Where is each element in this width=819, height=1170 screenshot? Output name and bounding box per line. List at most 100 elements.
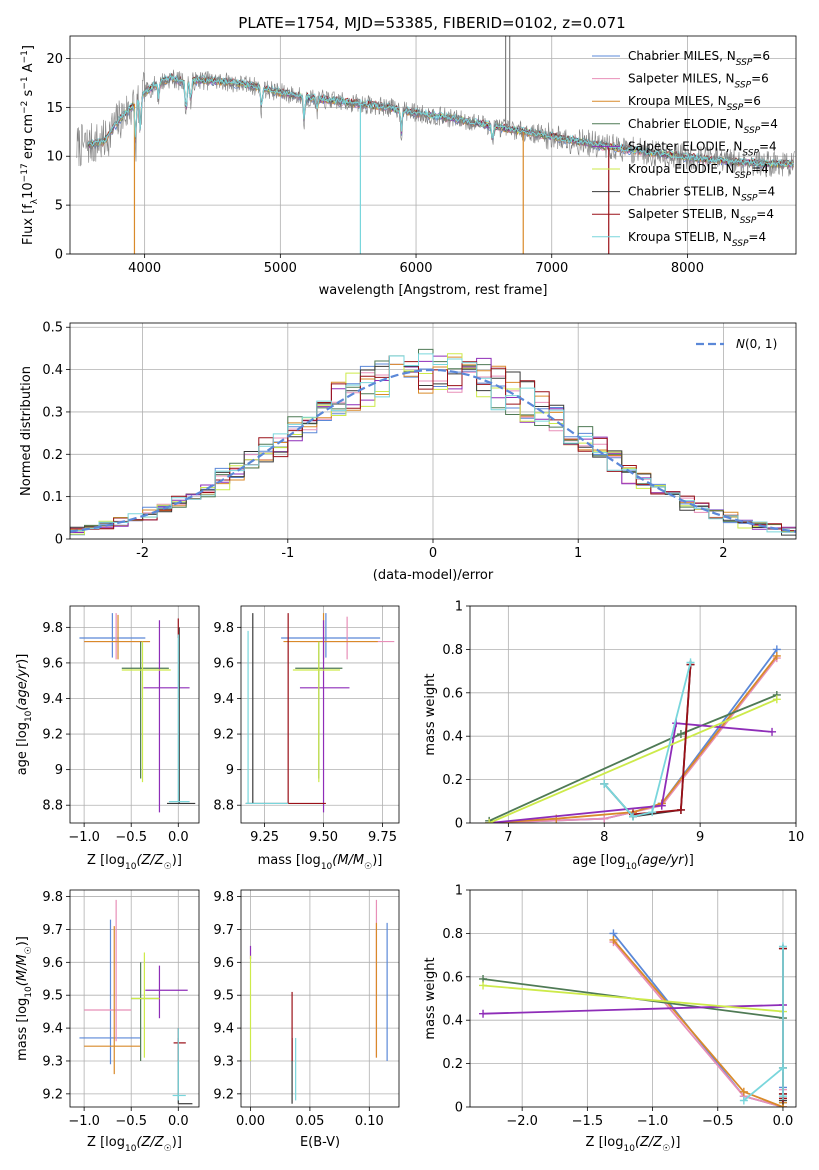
x-tick-label: 10 — [788, 830, 805, 845]
axes: 7 8 9 10 0 0.2 0.4 0.6 0.8 1 age [log10(age/yr)] ma… — [423, 600, 804, 873]
series-marker — [778, 942, 787, 951]
series-kroupa-stelib — [600, 658, 695, 821]
series-marker — [739, 1096, 748, 1105]
y-tick-label: 0.2 — [42, 448, 63, 463]
series-marker — [609, 935, 618, 944]
plot-area — [485, 645, 781, 823]
x-tick-label: 5000 — [264, 261, 297, 276]
y-tick-label: 0.2 — [442, 773, 463, 788]
y-tick-label: 1 — [455, 600, 463, 615]
plot-area — [76, 36, 795, 254]
errorbar-salpeter-stelib — [287, 613, 326, 805]
y-tick-label: 9.7 — [42, 923, 63, 938]
x-tick-label: 0.0 — [168, 830, 189, 845]
y-tick-label: 9.4 — [213, 1022, 234, 1037]
plot-area — [245, 613, 395, 813]
errorbar-chabrier-miles — [79, 613, 146, 658]
series-line — [489, 722, 773, 823]
spectrum-panel: 4000 5000 6000 7000 8000 0 5 10 15 20 wavelength [… — [20, 35, 797, 298]
x-tick-label: −0.5 — [702, 1114, 734, 1129]
errorbar-salpeter-miles — [84, 899, 132, 1042]
y-tick-label: 0.1 — [42, 490, 63, 505]
y-tick-label: 0.5 — [42, 321, 63, 336]
axes-frame — [69, 889, 200, 1108]
axes-frame — [240, 889, 400, 1108]
series-marker — [479, 1009, 488, 1018]
x-tick-label: −1.0 — [68, 1114, 100, 1129]
errorbar-kroupa-miles — [84, 926, 141, 1075]
plot-area — [249, 899, 388, 1104]
y-tick-label: 9.8 — [42, 621, 63, 636]
x-tick-label: 4000 — [128, 261, 161, 276]
x-tick-label: −1.0 — [68, 830, 100, 845]
errorbar-kroupa-miles — [84, 614, 151, 660]
mass-vs-metallicity-panel: −1.0 −0.5 0.0 9.2 9.3 9.4 9.5 9.6 9.7 9.8 Z [log10… — [15, 889, 200, 1154]
legend-label: Kroupa MILES, NSSP=6 — [628, 94, 761, 113]
x-tick-label: −0.5 — [115, 830, 147, 845]
y-axis-label: mass weight — [423, 673, 438, 755]
y-tick-label: 9.6 — [42, 956, 63, 971]
series-marker — [600, 779, 609, 788]
x-tick-label: 0.0 — [773, 1114, 794, 1129]
y-tick-label: 9 — [55, 763, 63, 778]
y-axis-label: age [log10(age/yr)] — [15, 654, 34, 776]
series-marker — [686, 658, 695, 667]
weight-vs-metallicity-panel: −2.0 −1.5 −1.0 −0.5 0.0 0 0.2 0.4 0.6 0.8 1 Z [log1… — [423, 884, 797, 1154]
y-tick-label: 0.4 — [442, 1014, 463, 1029]
y-tick-label: 0 — [455, 1101, 463, 1116]
x-tick-label: 6000 — [399, 261, 432, 276]
axes-frame — [469, 889, 797, 1108]
series-salpeter-elodie — [485, 719, 777, 823]
series-marker — [676, 730, 685, 739]
legend: Chabrier MILES, NSSP=6 Salpeter MILES, NS… — [592, 49, 778, 249]
y-tick-label: 10 — [46, 150, 63, 165]
x-tick-label: 0.00 — [236, 1114, 265, 1129]
x-tick-label: -2 — [136, 546, 149, 561]
y-tick-label: 9.6 — [42, 656, 63, 671]
axes: −1.0 −0.5 0.0 9.2 9.3 9.4 9.5 9.6 9.7 9.8 Z [log10… — [15, 889, 200, 1154]
axes: -2 -1 0 1 2 0 0.1 0.2 0.3 0.4 0.5 N(0, 1) (data-mode… — [19, 321, 797, 583]
page-title: PLATE=1754, MJD=53385, FIBERID=0102, z=0… — [238, 14, 625, 32]
weight-vs-age-panel: 7 8 9 10 0 0.2 0.4 0.6 0.8 1 age [log10(age/yr)] ma… — [423, 600, 804, 873]
y-tick-label: 1 — [455, 884, 463, 899]
legend-label: Salpeter ELODIE, NSSP=4 — [628, 139, 777, 158]
x-axis-label: Z [log10(Z/Z☉)] — [87, 1135, 182, 1154]
y-tick-label: 9.2 — [213, 1087, 234, 1102]
errorbar-chabrier-miles — [79, 919, 141, 1065]
series-marker — [479, 981, 488, 990]
mass-vs-ebv-panel: 0.00 0.05 0.10 9.2 9.3 9.4 9.5 9.6 9.7 9.8 E(B-V) — [213, 889, 400, 1150]
x-tick-label: −1.0 — [637, 1114, 669, 1129]
axes: −1.0 −0.5 0.0 8.8 9 9.2 9.4 9.6 9.8 Z [log10(Z/Z☉… — [15, 605, 200, 872]
series-marker — [648, 808, 657, 817]
x-tick-label: −2.0 — [506, 1114, 538, 1129]
axes: −2.0 −1.5 −1.0 −0.5 0.0 0 0.2 0.4 0.6 0.8 1 Z [log1… — [423, 884, 797, 1154]
axes-frame — [240, 605, 400, 824]
model-spectrum-top — [87, 75, 794, 167]
series-line — [603, 662, 692, 818]
y-tick-label: 9 — [226, 763, 234, 778]
x-axis-label: (data-model)/error — [373, 568, 494, 583]
y-tick-label: 9.5 — [42, 989, 63, 1004]
x-axis-label: E(B-V) — [300, 1135, 340, 1150]
y-tick-label: 9.2 — [42, 1087, 63, 1102]
axes: 4000 5000 6000 7000 8000 0 5 10 15 20 wavelength [… — [20, 35, 797, 298]
series-line — [488, 698, 778, 823]
legend-label: Salpeter STELIB, NSSP=4 — [628, 207, 774, 226]
y-tick-label: 9.8 — [213, 890, 234, 905]
x-tick-label: 9.75 — [368, 830, 397, 845]
age-vs-mass-panel: 9.25 9.50 9.75 8.8 9 9.2 9.4 9.6 9.8 mass [log10(… — [213, 605, 400, 872]
y-tick-label: 0 — [455, 817, 463, 832]
legend-label: Kroupa ELODIE, NSSP=4 — [628, 162, 769, 181]
errorbar-chabrier-stelib — [166, 627, 196, 805]
x-axis-label: wavelength [Angstrom, rest frame] — [319, 283, 548, 298]
plot-area — [79, 613, 196, 813]
series-marker — [676, 805, 685, 814]
y-tick-label: 0.4 — [442, 730, 463, 745]
series-marker — [485, 819, 494, 823]
x-tick-label: 7000 — [535, 261, 568, 276]
x-tick-label: 9.50 — [309, 830, 338, 845]
series-kroupa-elodie — [485, 695, 781, 823]
series-marker — [629, 812, 637, 821]
y-tick-label: 5 — [55, 199, 63, 214]
